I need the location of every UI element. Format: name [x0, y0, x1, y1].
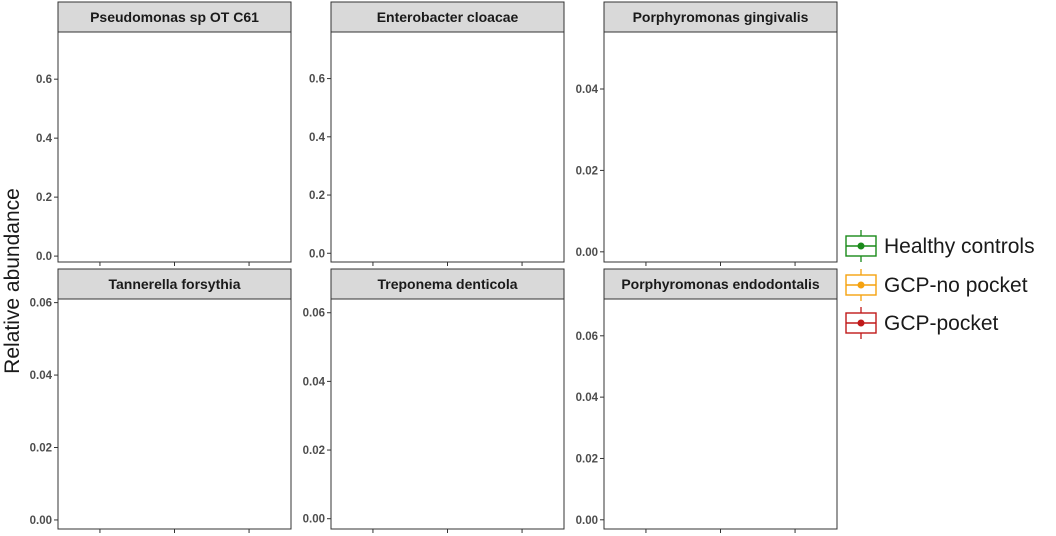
y-tick-label: 0.02 — [576, 165, 598, 177]
y-tick-label: 0.02 — [576, 453, 598, 465]
panel-strip — [330, 1, 565, 33]
panel-title: Treponema denticola — [377, 276, 517, 292]
panel-border — [57, 298, 292, 530]
panel-border — [57, 31, 292, 263]
panel-title: Porphyromonas gingivalis — [633, 9, 809, 25]
y-tick-label: 0.00 — [576, 515, 598, 527]
y-tick-label: 0.2 — [309, 190, 325, 202]
y-tick-label: 0.2 — [36, 192, 52, 204]
panel: Porphyromonas endodontalis 0.00 0.02 0.04 0.… — [576, 268, 838, 533]
panel-strip — [57, 268, 292, 300]
y-axis-label: Relative abundance — [1, 188, 24, 374]
legend-entry: Healthy controls — [845, 230, 1035, 262]
panel-title: Porphyromonas endodontalis — [621, 276, 820, 292]
y-tick-label: 0.04 — [576, 84, 599, 96]
y-tick-label: 0.0 — [36, 251, 52, 263]
y-tick-label: 0.02 — [303, 445, 325, 457]
y-tick-label: 0.00 — [576, 247, 598, 259]
y-tick-label: 0.0 — [309, 248, 325, 260]
y-tick-label: 0.6 — [36, 74, 52, 86]
legend-key-point — [857, 319, 865, 327]
panel-border — [330, 298, 565, 530]
y-tick-label: 0.02 — [30, 443, 52, 455]
y-tick-label: 0.4 — [309, 132, 326, 144]
panel-title: Pseudomonas sp OT C61 — [90, 9, 259, 25]
panel-title: Enterobacter cloacae — [377, 9, 519, 25]
legend-label: Healthy controls — [884, 235, 1035, 258]
y-tick-label: 0.06 — [30, 298, 52, 310]
panel-strip — [330, 268, 565, 300]
y-tick-label: 0.4 — [36, 133, 53, 145]
y-tick-label: 0.04 — [30, 370, 53, 382]
y-tick-label: 0.00 — [30, 515, 52, 527]
y-tick-label: 0.04 — [576, 392, 599, 404]
legend-label: GCP-pocket — [884, 312, 999, 335]
legend-key-point — [857, 242, 865, 250]
y-tick-label: 0.06 — [576, 331, 598, 343]
y-tick-label: 0.00 — [303, 514, 325, 526]
legend-key-point — [857, 281, 865, 289]
y-tick-label: 0.06 — [303, 308, 325, 320]
legend-entry: GCP-pocket — [845, 307, 999, 339]
panel-strip — [603, 268, 838, 300]
panel-strip — [57, 1, 292, 33]
legend-entry: GCP-no pocket — [845, 269, 1028, 301]
panel-border — [603, 31, 838, 263]
panels: Pseudomonas sp OT C610.00.20.40.6**Enter… — [30, 1, 838, 533]
panel-title: Tannerella forsythia — [108, 276, 240, 292]
panel-border — [330, 31, 565, 263]
legend-label: GCP-no pocket — [884, 274, 1028, 297]
y-tick-label: 0.04 — [303, 376, 326, 388]
y-tick-label: 0.6 — [309, 74, 325, 86]
legend: Healthy controls GCP-no pocket GCP-pocket — [845, 230, 1035, 339]
panel-border — [603, 298, 838, 530]
